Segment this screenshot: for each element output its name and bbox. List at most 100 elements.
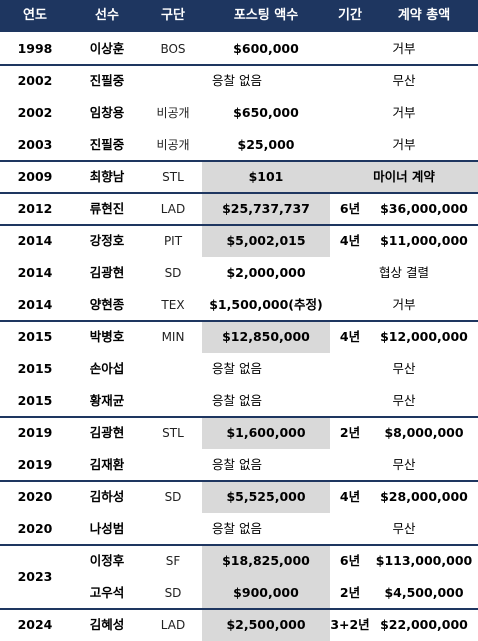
cell-team: TEX bbox=[161, 298, 185, 312]
cell-year: 2015 bbox=[17, 329, 53, 344]
cell-total: $12,000,000 bbox=[380, 329, 468, 344]
cell-team: PIT bbox=[163, 234, 183, 248]
cell-player: 임창용 bbox=[89, 105, 125, 120]
cell-team: STL bbox=[162, 426, 184, 440]
cell-term: 6년 bbox=[339, 553, 361, 568]
cell-total: $28,000,000 bbox=[380, 489, 468, 504]
cell-player: 김혜성 bbox=[89, 617, 125, 632]
cell-player: 양현종 bbox=[89, 297, 125, 312]
shaded-cell bbox=[202, 321, 330, 353]
group-divider bbox=[0, 64, 478, 66]
cell-player: 진필중 bbox=[89, 137, 125, 152]
cell-team: STL bbox=[162, 170, 184, 184]
cell-year: 2019 bbox=[17, 457, 53, 472]
cell-player: 나성범 bbox=[89, 521, 125, 536]
cell-total: $4,500,000 bbox=[384, 585, 464, 600]
cell-player: 고우석 bbox=[89, 585, 125, 600]
cell-note: 응찰 없음 bbox=[212, 73, 262, 88]
cell-year: 2014 bbox=[17, 233, 53, 248]
cell-note: 응찰 없음 bbox=[212, 457, 262, 472]
cell-result: 무산 bbox=[392, 361, 416, 376]
cell-result: 거부 bbox=[392, 297, 416, 312]
cell-player: 이정후 bbox=[89, 553, 125, 568]
cell-result: 무산 bbox=[392, 393, 416, 408]
header-fee: 포스팅 액수 bbox=[233, 8, 299, 23]
cell-total: $36,000,000 bbox=[380, 201, 468, 216]
cell-fee: $5,525,000 bbox=[226, 489, 306, 504]
cell-fee: $1,600,000 bbox=[226, 425, 306, 440]
cell-player: 최향남 bbox=[89, 169, 125, 184]
cell-year: 2012 bbox=[17, 201, 53, 216]
cell-team: MIN bbox=[161, 330, 185, 344]
cell-year: 2002 bbox=[17, 105, 53, 120]
cell-term: 2년 bbox=[339, 425, 361, 440]
shaded-cell bbox=[202, 417, 330, 449]
cell-year: 2014 bbox=[17, 265, 53, 280]
cell-year: 1998 bbox=[17, 41, 53, 56]
cell-team: SF bbox=[165, 554, 181, 568]
cell-fee: $600,000 bbox=[233, 41, 299, 56]
cell-result: 무산 bbox=[392, 521, 416, 536]
cell-fee: $650,000 bbox=[233, 105, 299, 120]
cell-team: LAD bbox=[160, 202, 186, 216]
cell-total: $22,000,000 bbox=[380, 617, 468, 632]
cell-year-merged: 2023 bbox=[17, 569, 53, 584]
cell-player: 김광현 bbox=[89, 425, 125, 440]
shaded-cell bbox=[202, 225, 330, 257]
cell-team: SD bbox=[164, 266, 182, 280]
cell-team: SD bbox=[164, 586, 182, 600]
cell-player: 진필중 bbox=[89, 73, 125, 88]
cell-player: 황재균 bbox=[89, 393, 125, 408]
cell-result: 마이너 계약 bbox=[373, 169, 435, 184]
cell-note: 응찰 없음 bbox=[212, 393, 262, 408]
cell-term: 4년 bbox=[339, 233, 361, 248]
cell-player: 손아섭 bbox=[89, 361, 125, 376]
cell-player: 김하성 bbox=[89, 489, 125, 504]
cell-year: 2020 bbox=[17, 489, 53, 504]
cell-player: 김광현 bbox=[89, 265, 125, 280]
cell-result: 협상 결렬 bbox=[379, 265, 429, 280]
header-player: 선수 bbox=[95, 8, 119, 23]
cell-year: 2002 bbox=[17, 73, 53, 88]
cell-term: 4년 bbox=[339, 489, 361, 504]
cell-note: 응찰 없음 bbox=[212, 521, 262, 536]
group-divider bbox=[0, 192, 478, 194]
cell-team: BOS bbox=[160, 42, 186, 56]
cell-term: 3+2년 bbox=[330, 617, 370, 632]
cell-fee: $900,000 bbox=[233, 585, 299, 600]
cell-fee: $12,850,000 bbox=[222, 329, 310, 344]
cell-year: 2020 bbox=[17, 521, 53, 536]
cell-note: 응찰 없음 bbox=[212, 361, 262, 376]
cell-result: 거부 bbox=[392, 105, 416, 120]
cell-team: 비공개 bbox=[156, 138, 190, 152]
cell-team: LAD bbox=[160, 618, 186, 632]
cell-total: $11,000,000 bbox=[380, 233, 468, 248]
cell-term: 6년 bbox=[339, 201, 361, 216]
shaded-cell bbox=[202, 481, 330, 513]
cell-fee: $2,500,000 bbox=[226, 617, 306, 632]
cell-year: 2009 bbox=[17, 169, 53, 184]
cell-result: 거부 bbox=[392, 137, 416, 152]
group-divider bbox=[0, 416, 478, 418]
group-divider bbox=[0, 608, 478, 610]
cell-player: 강정호 bbox=[89, 233, 125, 248]
cell-fee: $5,002,015 bbox=[226, 233, 306, 248]
cell-player: 류현진 bbox=[89, 201, 125, 216]
shaded-cell bbox=[202, 577, 330, 609]
cell-year: 2003 bbox=[17, 137, 53, 152]
group-divider bbox=[0, 320, 478, 322]
cell-player: 김재환 bbox=[89, 457, 125, 472]
cell-year: 2014 bbox=[17, 297, 53, 312]
shaded-cell bbox=[202, 545, 330, 577]
cell-fee: $1,500,000(추정) bbox=[209, 297, 323, 312]
cell-result: 무산 bbox=[392, 457, 416, 472]
cell-year: 2015 bbox=[17, 361, 53, 376]
shaded-cell bbox=[202, 193, 330, 225]
group-divider bbox=[0, 160, 478, 162]
group-divider bbox=[0, 480, 478, 482]
cell-result: 거부 bbox=[392, 41, 416, 56]
shaded-cell bbox=[202, 609, 330, 641]
header-team: 구단 bbox=[161, 8, 185, 23]
cell-fee: $2,000,000 bbox=[226, 265, 306, 280]
